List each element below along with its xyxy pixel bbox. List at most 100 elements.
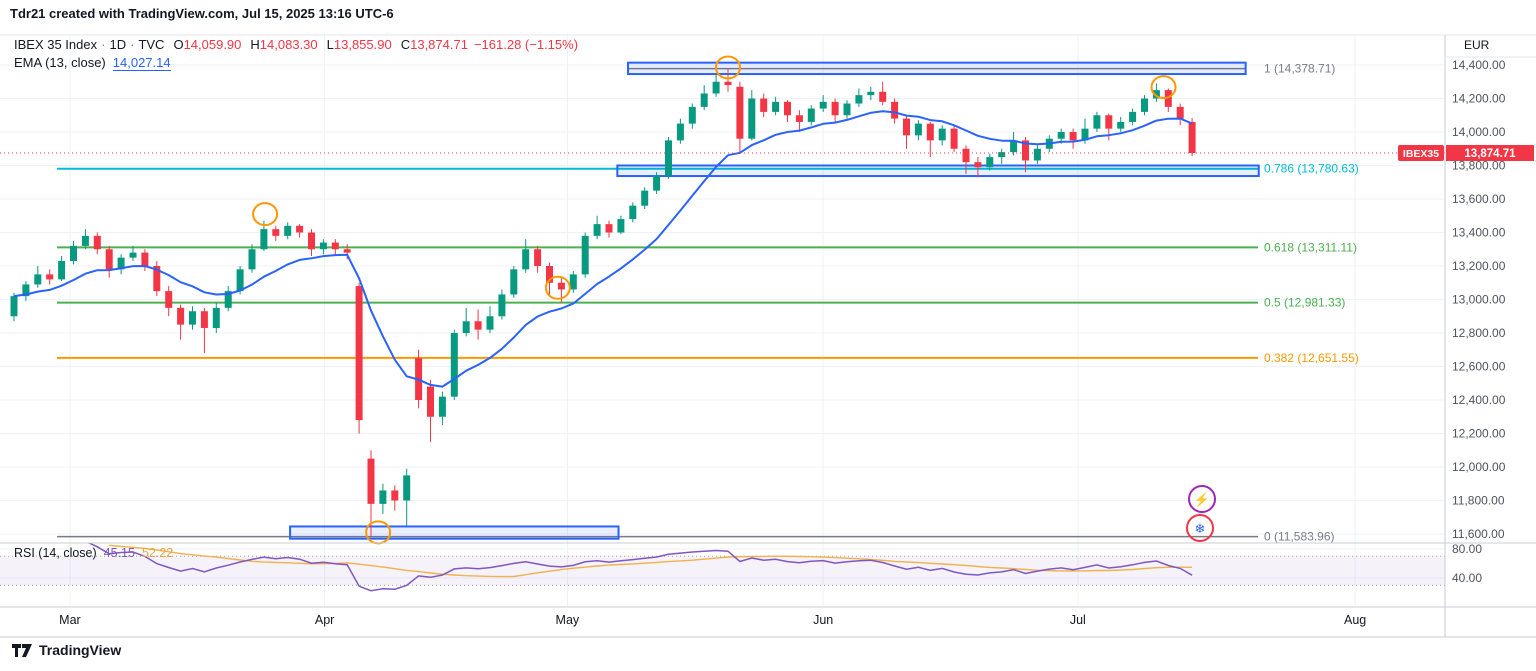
time-axis[interactable]: Mar Apr May Jun Jul Aug bbox=[59, 613, 1366, 627]
rsi-legend[interactable]: RSI (14, close) 45.15 52.22 bbox=[14, 546, 173, 560]
circle-drawing[interactable] bbox=[1150, 75, 1177, 100]
candle-body bbox=[117, 257, 125, 270]
close-value: 13,874.71 bbox=[410, 37, 468, 52]
circle-drawing[interactable] bbox=[544, 275, 571, 300]
svg-text:12,200.00: 12,200.00 bbox=[1452, 427, 1506, 441]
legend-separator: · bbox=[130, 37, 135, 52]
tradingview-brand-text[interactable]: TradingView bbox=[39, 642, 122, 658]
candle-body bbox=[486, 316, 494, 330]
snowflake-glyph: ❄ bbox=[1194, 520, 1206, 536]
candle-body bbox=[819, 101, 827, 109]
svg-text:0 (11,583.96): 0 (11,583.96) bbox=[1264, 530, 1335, 544]
candle-body bbox=[510, 269, 518, 295]
fib-retracement[interactable]: 1 (14,378.71) 0.786 (13,780.63) 0.618 (13,… bbox=[57, 62, 1359, 544]
candle-body bbox=[569, 274, 577, 290]
candle-body bbox=[319, 242, 327, 250]
svg-text:IBEX35: IBEX35 bbox=[1403, 148, 1439, 160]
change-value: −161.28 (−1.15%) bbox=[473, 37, 579, 52]
candle-body bbox=[189, 311, 196, 325]
candle-body bbox=[427, 386, 434, 417]
svg-text:11,800.00: 11,800.00 bbox=[1452, 494, 1505, 508]
candle-body bbox=[676, 123, 684, 141]
svg-text:Apr: Apr bbox=[315, 613, 334, 627]
candle-body bbox=[474, 321, 482, 330]
candle-body bbox=[105, 249, 113, 270]
exchange-label: TVC bbox=[138, 37, 165, 52]
snowflake-icon[interactable]: ❄ bbox=[1186, 514, 1214, 542]
candle-body bbox=[772, 101, 780, 112]
svg-text:13,400.00: 13,400.00 bbox=[1452, 226, 1506, 240]
candle-body bbox=[1129, 111, 1137, 122]
candle-body bbox=[200, 311, 208, 328]
lightning-glyph: ⚡ bbox=[1193, 491, 1211, 507]
candle-body bbox=[629, 205, 637, 220]
tradingview-logo-icon[interactable] bbox=[12, 643, 33, 657]
candle-body bbox=[46, 274, 54, 280]
low-label: L bbox=[326, 37, 334, 52]
candle-body bbox=[926, 123, 934, 141]
candle-body bbox=[1164, 90, 1172, 107]
lightning-icon[interactable]: ⚡ bbox=[1188, 485, 1216, 513]
candle-body bbox=[272, 229, 280, 236]
candle-body bbox=[379, 490, 387, 504]
candle-body bbox=[10, 296, 18, 317]
ema-legend[interactable]: EMA (13, close) 14,027.14 bbox=[14, 55, 171, 71]
candle-body bbox=[795, 115, 803, 122]
legend-separator: · bbox=[101, 37, 106, 52]
svg-text:12,800.00: 12,800.00 bbox=[1452, 326, 1506, 340]
candle-body bbox=[760, 98, 768, 112]
candle-body bbox=[1010, 140, 1018, 153]
attribution-text: Tdr21 created with TradingView.com, Jul … bbox=[10, 6, 394, 21]
candle-body bbox=[1117, 121, 1125, 129]
candle-body bbox=[296, 225, 304, 233]
svg-text:12,600.00: 12,600.00 bbox=[1452, 360, 1506, 374]
svg-text:80.00: 80.00 bbox=[1452, 542, 1482, 556]
candle-body bbox=[617, 219, 625, 233]
high-label: H bbox=[250, 37, 260, 52]
last-price-chips: IBEX35 13,874.71 bbox=[1398, 144, 1534, 161]
candle-body bbox=[534, 249, 542, 266]
rsi-ma-line[interactable] bbox=[109, 544, 1193, 578]
svg-text:13,800.00: 13,800.00 bbox=[1452, 159, 1506, 173]
svg-text:0.382 (12,651.55): 0.382 (12,651.55) bbox=[1264, 351, 1359, 365]
interval-label[interactable]: 1D bbox=[109, 37, 127, 52]
candle-body bbox=[93, 235, 101, 250]
svg-text:Aug: Aug bbox=[1344, 613, 1366, 627]
circle-drawing[interactable] bbox=[715, 55, 741, 80]
rectangle-drawing[interactable] bbox=[627, 61, 1247, 76]
candle-body bbox=[1057, 132, 1065, 139]
candle-body bbox=[998, 152, 1006, 158]
svg-text:13,200.00: 13,200.00 bbox=[1452, 259, 1506, 273]
candle-body bbox=[1033, 148, 1041, 161]
candle-body bbox=[986, 157, 994, 168]
rsi-label: RSI (14, close) bbox=[14, 546, 97, 560]
symbol-title[interactable]: IBEX 35 Index bbox=[14, 37, 98, 52]
candle-body bbox=[1081, 128, 1089, 141]
candle-body bbox=[1105, 115, 1113, 129]
candle-body bbox=[688, 106, 696, 124]
ema-value: 14,027.14 bbox=[112, 55, 171, 71]
rectangle-drawings[interactable] bbox=[289, 61, 1260, 540]
price-axis[interactable]: EUR 14,400.00 14,200.00 14,000.00 13,800.00 1… bbox=[1452, 38, 1506, 585]
svg-text:14,200.00: 14,200.00 bbox=[1452, 92, 1506, 106]
rectangle-drawing[interactable] bbox=[616, 164, 1260, 178]
svg-text:0.786 (13,780.63): 0.786 (13,780.63) bbox=[1264, 162, 1359, 176]
candle-body bbox=[236, 269, 244, 292]
svg-text:12,400.00: 12,400.00 bbox=[1452, 393, 1506, 407]
rsi-ma-value: 52.22 bbox=[141, 546, 174, 560]
svg-text:EUR: EUR bbox=[1464, 38, 1490, 52]
svg-text:May: May bbox=[556, 613, 580, 627]
candle-body bbox=[891, 101, 899, 119]
circle-drawing[interactable] bbox=[252, 202, 279, 227]
candle-body bbox=[438, 396, 446, 417]
candle-body bbox=[34, 274, 42, 285]
rsi-line[interactable] bbox=[61, 541, 1193, 592]
candle-body bbox=[129, 252, 137, 258]
candle-body bbox=[284, 225, 292, 236]
rectangle-drawing[interactable] bbox=[289, 525, 620, 540]
candle-body bbox=[748, 98, 756, 139]
ema-line[interactable] bbox=[13, 110, 1193, 388]
candle-body bbox=[165, 291, 173, 308]
candle-body bbox=[1152, 90, 1160, 99]
